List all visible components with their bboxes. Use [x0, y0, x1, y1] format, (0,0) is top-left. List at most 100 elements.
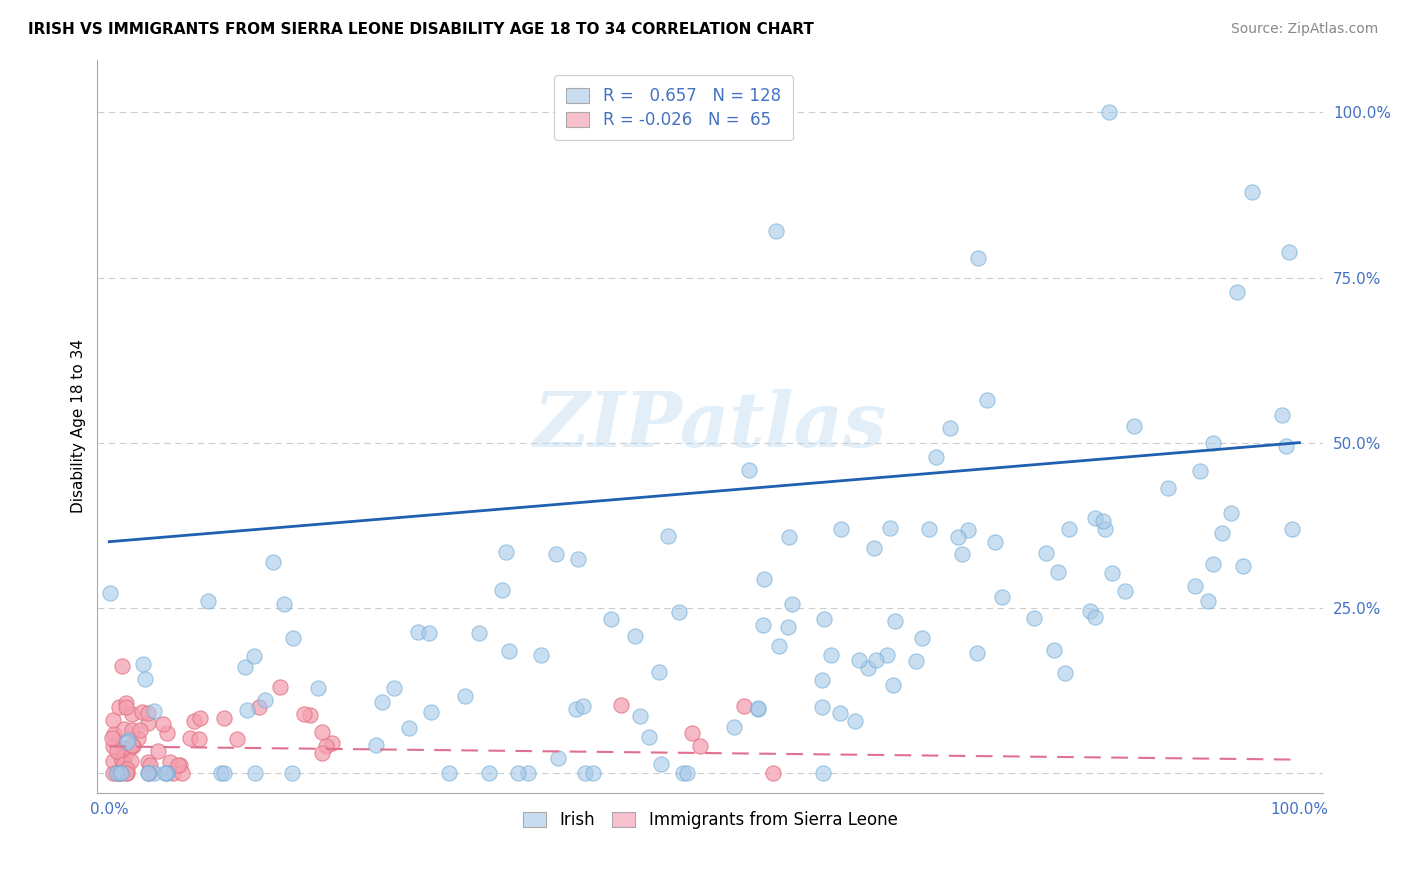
Point	[243, 648, 266, 663]
Point	[495, 545, 517, 559]
Point	[273, 597, 295, 611]
Point	[768, 639, 790, 653]
Point	[879, 521, 901, 535]
Point	[281, 631, 304, 645]
Point	[478, 765, 501, 780]
Point	[976, 392, 998, 407]
Point	[115, 696, 138, 710]
Point	[142, 765, 165, 780]
Point	[530, 648, 553, 662]
Point	[1098, 105, 1121, 120]
Point	[136, 755, 159, 769]
Point	[136, 765, 159, 780]
Point	[226, 731, 249, 746]
Point	[108, 747, 131, 762]
Point	[114, 748, 136, 763]
Point	[754, 572, 776, 586]
Point	[747, 701, 769, 715]
Point	[1084, 510, 1107, 524]
Point	[112, 757, 135, 772]
Point	[1157, 481, 1180, 495]
Point	[1201, 557, 1223, 571]
Point	[156, 765, 179, 780]
Point	[1078, 604, 1101, 618]
Point	[148, 744, 170, 758]
Point	[984, 534, 1007, 549]
Point	[1035, 547, 1057, 561]
Point	[572, 698, 595, 713]
Point	[1114, 584, 1136, 599]
Point	[247, 699, 270, 714]
Point	[156, 726, 179, 740]
Point	[170, 765, 193, 780]
Point	[610, 698, 633, 712]
Point	[911, 631, 934, 645]
Point	[254, 693, 277, 707]
Point	[811, 673, 834, 688]
Point	[111, 658, 134, 673]
Point	[1184, 579, 1206, 593]
Point	[108, 765, 131, 780]
Point	[738, 462, 761, 476]
Point	[1046, 565, 1069, 579]
Point	[179, 731, 201, 745]
Point	[209, 765, 232, 780]
Point	[131, 705, 153, 719]
Point	[1211, 525, 1233, 540]
Point	[307, 681, 329, 695]
Point	[689, 739, 711, 753]
Point	[1219, 506, 1241, 520]
Point	[167, 758, 190, 772]
Point	[134, 672, 156, 686]
Point	[723, 720, 745, 734]
Point	[780, 597, 803, 611]
Point	[1091, 514, 1114, 528]
Point	[117, 765, 139, 780]
Point	[1094, 522, 1116, 536]
Point	[1188, 464, 1211, 478]
Point	[214, 711, 236, 725]
Point	[778, 530, 800, 544]
Point	[138, 765, 160, 780]
Point	[508, 765, 530, 780]
Point	[98, 586, 121, 600]
Point	[467, 625, 489, 640]
Point	[155, 765, 177, 780]
Text: IRISH VS IMMIGRANTS FROM SIERRA LEONE DISABILITY AGE 18 TO 34 CORRELATION CHART: IRISH VS IMMIGRANTS FROM SIERRA LEONE DI…	[28, 22, 814, 37]
Point	[159, 756, 181, 770]
Point	[650, 756, 672, 771]
Point	[546, 548, 568, 562]
Point	[1275, 439, 1298, 453]
Point	[1202, 436, 1225, 450]
Point	[848, 653, 870, 667]
Point	[820, 648, 842, 663]
Point	[108, 765, 131, 780]
Point	[110, 765, 132, 780]
Point	[107, 765, 129, 780]
Point	[101, 714, 124, 728]
Point	[197, 594, 219, 608]
Point	[110, 765, 132, 780]
Point	[132, 657, 155, 672]
Point	[966, 646, 988, 660]
Point	[676, 765, 699, 780]
Point	[1232, 558, 1254, 573]
Point	[128, 723, 150, 737]
Point	[152, 717, 174, 731]
Point	[865, 652, 887, 666]
Point	[624, 629, 647, 643]
Point	[454, 689, 477, 703]
Point	[321, 736, 343, 750]
Point	[127, 731, 149, 745]
Point	[104, 765, 127, 780]
Point	[233, 660, 256, 674]
Point	[582, 765, 605, 780]
Point	[1122, 419, 1144, 434]
Point	[1240, 185, 1263, 199]
Point	[101, 739, 124, 753]
Legend: Irish, Immigrants from Sierra Leone: Irish, Immigrants from Sierra Leone	[516, 805, 904, 836]
Point	[105, 765, 128, 780]
Point	[103, 727, 125, 741]
Point	[188, 711, 211, 725]
Point	[1043, 642, 1066, 657]
